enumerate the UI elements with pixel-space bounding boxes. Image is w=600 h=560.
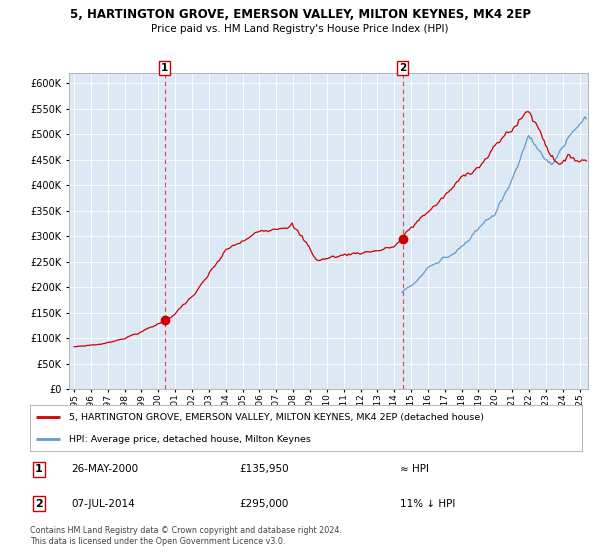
Text: £295,000: £295,000 xyxy=(240,499,289,509)
Text: 1: 1 xyxy=(161,63,169,73)
Text: HPI: Average price, detached house, Milton Keynes: HPI: Average price, detached house, Milt… xyxy=(68,435,311,444)
Text: 11% ↓ HPI: 11% ↓ HPI xyxy=(400,499,455,509)
Text: 2: 2 xyxy=(35,499,43,509)
Text: 5, HARTINGTON GROVE, EMERSON VALLEY, MILTON KEYNES, MK4 2EP (detached house): 5, HARTINGTON GROVE, EMERSON VALLEY, MIL… xyxy=(68,413,484,422)
Text: ≈ HPI: ≈ HPI xyxy=(400,464,429,474)
Text: 1: 1 xyxy=(35,464,43,474)
Text: 2: 2 xyxy=(399,63,406,73)
Text: Contains HM Land Registry data © Crown copyright and database right 2024.
This d: Contains HM Land Registry data © Crown c… xyxy=(30,526,342,546)
Text: 5, HARTINGTON GROVE, EMERSON VALLEY, MILTON KEYNES, MK4 2EP: 5, HARTINGTON GROVE, EMERSON VALLEY, MIL… xyxy=(70,8,530,21)
Text: Price paid vs. HM Land Registry's House Price Index (HPI): Price paid vs. HM Land Registry's House … xyxy=(151,24,449,34)
Text: £135,950: £135,950 xyxy=(240,464,289,474)
Text: 26-MAY-2000: 26-MAY-2000 xyxy=(71,464,139,474)
Text: 07-JUL-2014: 07-JUL-2014 xyxy=(71,499,135,509)
